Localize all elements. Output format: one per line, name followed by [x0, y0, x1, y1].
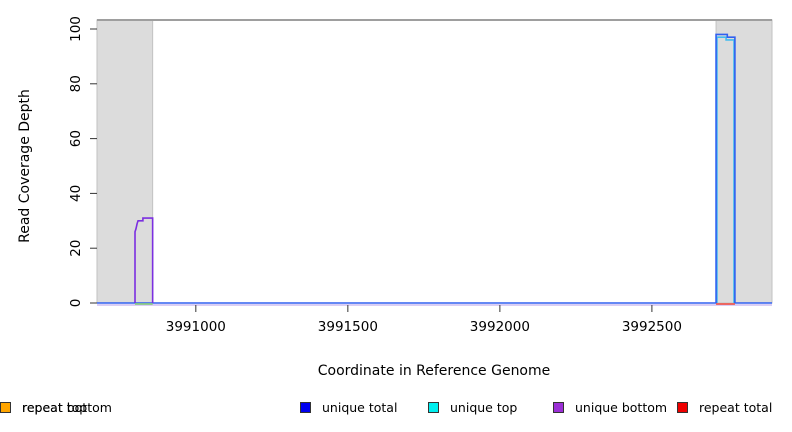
repeat-total-swatch-icon	[677, 402, 688, 413]
legend-item-unique-bottom: unique bottom	[553, 400, 667, 415]
legend-item-unique-top: unique top	[428, 400, 517, 415]
repeat-region-shading	[96, 19, 154, 304]
legend-item-repeat-total: repeat total	[677, 400, 772, 415]
y-axis-title: Read Coverage Depth	[17, 89, 33, 243]
series-line-unique-bottom	[134, 217, 154, 303]
series-line-unique-top	[716, 36, 735, 303]
y-axis-tick-label: 20	[68, 240, 84, 257]
x-axis-tick-label: 3992500	[622, 319, 682, 335]
series-line-unique-total	[97, 33, 772, 304]
y-axis-tick-label: 0	[68, 299, 84, 308]
legend-label: repeat bottom	[22, 400, 112, 415]
legend-item-unique-total: unique total	[300, 400, 397, 415]
legend-label: unique total	[322, 400, 398, 415]
legend-label: repeat total	[699, 400, 773, 415]
y-axis-tick-label: 100	[68, 16, 84, 42]
y-axis-tick-label: 40	[68, 185, 84, 202]
x-axis-tick-label: 3991500	[318, 319, 378, 335]
repeat-region-shading	[715, 19, 773, 304]
x-axis-title: Coordinate in Reference Genome	[317, 363, 551, 379]
y-axis-tick-label: 60	[68, 130, 84, 147]
y-axis-tick-label: 80	[68, 75, 84, 92]
x-axis-tick-label: 3992000	[470, 319, 530, 335]
legend-item-repeat-bottom: repeat bottom	[0, 400, 112, 415]
unique-bottom-swatch-icon	[553, 402, 564, 413]
legend-label: unique bottom	[575, 400, 668, 415]
repeat-bottom-swatch-icon	[0, 402, 11, 413]
x-axis-tick-label: 3991000	[166, 319, 226, 335]
unique-top-swatch-icon	[428, 402, 439, 413]
legend-label: repeat top	[22, 400, 88, 415]
legend-label: unique top	[450, 400, 518, 415]
unique-total-swatch-icon	[300, 402, 311, 413]
